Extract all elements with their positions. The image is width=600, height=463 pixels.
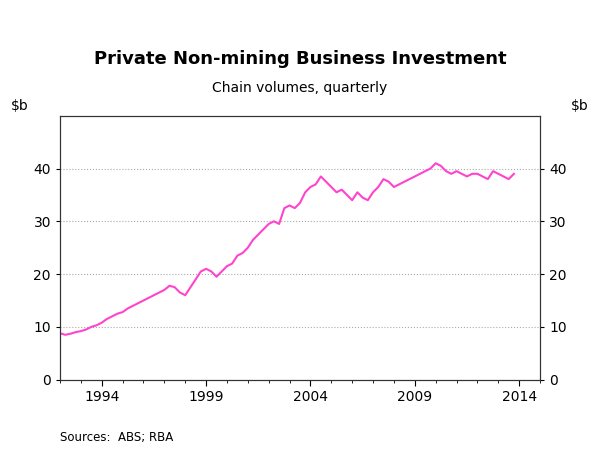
Text: $b: $b	[11, 99, 29, 113]
Text: $b: $b	[571, 99, 589, 113]
Text: Private Non-mining Business Investment: Private Non-mining Business Investment	[94, 50, 506, 68]
Text: Sources:  ABS; RBA: Sources: ABS; RBA	[60, 432, 173, 444]
Text: Chain volumes, quarterly: Chain volumes, quarterly	[212, 81, 388, 94]
